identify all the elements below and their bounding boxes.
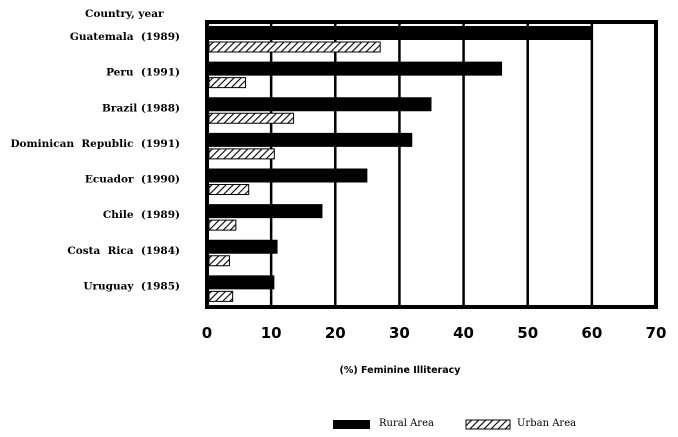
bar-urban-0 — [208, 41, 381, 53]
category-label-0: Guatemala (1989) — [70, 31, 180, 43]
x-tick-10: 10 — [261, 324, 282, 342]
category-label-3: Dominican Republic (1991) — [10, 138, 180, 150]
legend-label-urban: Urban Area — [517, 418, 576, 429]
category-label-1: Peru (1991) — [106, 67, 180, 79]
bar-rural-1 — [207, 61, 503, 76]
bar-rural-5 — [207, 204, 323, 219]
bar-rural-4 — [207, 168, 368, 183]
x-tick-labels: 0 10 20 30 40 50 60 70 — [202, 324, 667, 342]
x-tick-30: 30 — [389, 324, 410, 342]
bar-rural-7 — [207, 275, 275, 290]
bar-rural-0 — [207, 26, 592, 40]
bar-urban-6 — [208, 255, 230, 267]
bar-rural-6 — [207, 239, 278, 254]
bar-rural-3 — [207, 132, 413, 147]
x-tick-20: 20 — [325, 324, 346, 342]
bar-rural-2 — [207, 97, 432, 112]
bar-urban-2 — [208, 112, 295, 124]
legend-swatch-rural — [333, 420, 370, 429]
bar-urban-3 — [208, 148, 275, 160]
bars-group — [207, 26, 592, 302]
category-label-2: Brazil (1988) — [102, 102, 180, 114]
legend-label-rural: Rural Area — [379, 418, 434, 429]
bar-urban-5 — [208, 219, 237, 231]
category-label-5: Chile (1989) — [103, 209, 180, 221]
x-axis-title: (%) Feminine Illiteracy — [340, 365, 462, 376]
x-tick-70: 70 — [646, 324, 667, 342]
category-label-7: Uruguay (1985) — [83, 280, 180, 292]
bar-urban-1 — [208, 77, 246, 89]
category-labels: Guatemala (1989) Peru (1991) Brazil (1988)… — [10, 31, 180, 292]
category-label-6: Costa Rica (1984) — [67, 245, 180, 257]
legend: Rural Area Urban Area — [333, 418, 576, 430]
x-tick-60: 60 — [581, 324, 602, 342]
legend-swatch-urban — [465, 419, 511, 430]
x-tick-50: 50 — [517, 324, 538, 342]
x-tick-40: 40 — [453, 324, 474, 342]
bar-urban-4 — [208, 184, 250, 195]
y-header: Country, year — [85, 8, 164, 20]
x-tick-0: 0 — [202, 324, 212, 342]
category-label-4: Ecuador (1990) — [85, 174, 180, 186]
plot-frame — [205, 20, 658, 309]
bar-urban-7 — [208, 290, 234, 302]
